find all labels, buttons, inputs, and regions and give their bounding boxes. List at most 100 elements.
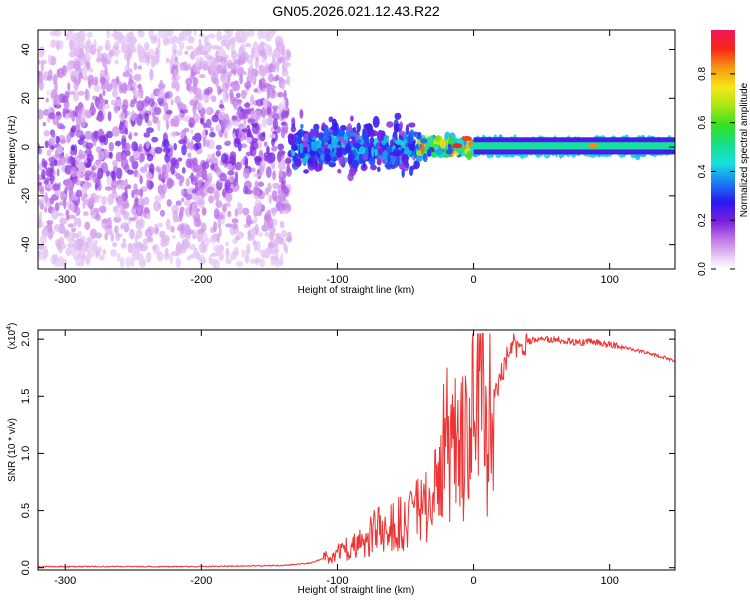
spectrogram-cell [267, 182, 272, 192]
spectrogram-cell [207, 172, 213, 177]
spectrogram-cell [241, 128, 249, 133]
spectrogram-cell [158, 222, 163, 228]
spectrogram-cell [284, 245, 289, 254]
spectrogram-cell [210, 252, 218, 257]
spectrogram-cell [244, 81, 252, 89]
spectrogram-cell [237, 56, 246, 65]
spectrogram-cell [68, 214, 76, 220]
spectrogram-cell [219, 35, 224, 41]
spectrogram-cell [112, 159, 119, 167]
figure-title: GN05.2026.021.12.43.R22 [272, 3, 440, 19]
spectrogram-cell [155, 167, 161, 173]
snr-background [38, 330, 675, 570]
spectrogram-cell [237, 231, 244, 240]
spectrogram-cell [54, 30, 59, 36]
spectrogram-cell [171, 75, 177, 82]
spectrogram-cell [362, 154, 369, 161]
spectrogram-cell [188, 117, 196, 128]
spectrogram-cell [203, 94, 210, 104]
spectrogram-cell [120, 112, 125, 118]
spectrogram-cell [222, 191, 226, 196]
spectrogram-cell [195, 190, 203, 196]
spectrogram-cell [268, 194, 273, 204]
spectrogram-cell [229, 38, 236, 48]
spectrogram-cell [244, 254, 250, 264]
spectrogram-cell [139, 175, 143, 185]
snr-y-label: SNR (10 * v/v) [7, 418, 18, 482]
spectrogram-cell [369, 128, 375, 138]
spectrogram-cell [270, 30, 277, 33]
spectrogram-cell [67, 82, 71, 92]
spectrogram-cell [227, 180, 231, 189]
spectrogram-cell [224, 140, 232, 145]
spectrogram-cell [80, 254, 85, 262]
spectrogram-cell [180, 189, 185, 196]
spectrogram-cell [54, 159, 58, 167]
spectrogram-cell [58, 246, 63, 254]
spectrogram-cell [148, 163, 155, 175]
spectrogram-cell [274, 232, 282, 238]
spectrogram-cell [134, 143, 139, 154]
spectrogram-cell [337, 168, 342, 174]
spectrogram-cell [408, 122, 416, 128]
spectrogram-cell [116, 252, 121, 262]
spectrogram-cell [217, 111, 226, 121]
spectrogram-cell [257, 30, 263, 40]
spectrogram-cell [439, 139, 447, 149]
spectrogram-cell [246, 220, 255, 225]
spectrogram-cell [225, 223, 233, 228]
spectrogram-cell [187, 229, 194, 235]
spectrogram-cell [75, 189, 83, 198]
spectrogram-cell [227, 32, 231, 39]
spectrogram-cell [251, 46, 255, 59]
spectrogram-cell [193, 132, 202, 143]
spectrogram-cell [38, 250, 43, 256]
spectrogram-cell [192, 157, 198, 166]
spectrogram-peak [461, 136, 472, 141]
spectrogram-cell [170, 163, 175, 175]
spectrogram-cell [70, 166, 78, 178]
spectrogram-cell [144, 41, 150, 52]
spectrogram-cell [102, 148, 110, 160]
spectrogram-cell [281, 69, 289, 77]
spectrogram-cell [205, 118, 212, 129]
spectrogram-cell [283, 89, 287, 100]
spectrogram-cell [121, 42, 129, 54]
spectrogram-cell [179, 222, 185, 235]
spectrogram-cell [284, 157, 292, 165]
spectrogram-cell [167, 179, 175, 188]
spectrogram-cell [328, 116, 334, 123]
x-tick-label: -300 [54, 274, 76, 286]
spectrogram-cell [124, 186, 128, 198]
spectrogram-cell [226, 188, 233, 194]
spectrogram-cell [255, 212, 263, 217]
spectrogram-cell [191, 135, 197, 141]
spectrogram-cell [225, 241, 229, 247]
spectrogram-cell [201, 231, 208, 242]
spectrogram-cell [39, 235, 47, 245]
spectrogram-cell [369, 136, 375, 145]
spectrogram-cell [59, 124, 66, 130]
spectrogram-cell [179, 113, 185, 119]
spectrogram-cell [66, 61, 71, 72]
spectrogram-cell [202, 60, 208, 69]
spectrogram-cell [159, 79, 164, 91]
spectrogram-cell [199, 254, 205, 266]
spectrogram-cell [356, 122, 361, 133]
spectrogram-cell [176, 49, 183, 57]
spectrogram-cell [84, 109, 92, 117]
spectrogram-cell [179, 103, 186, 111]
spectrogram-cell [237, 99, 242, 106]
spectrogram-cell [283, 209, 290, 215]
spectrogram-cell [247, 30, 255, 37]
spectrogram-cell [253, 243, 258, 251]
spectrogram-cell [247, 70, 251, 82]
spectrogram-cell [105, 170, 111, 177]
spectrogram-cell [99, 76, 106, 85]
spectrogram-cell [299, 142, 304, 154]
spectrogram-cell [187, 36, 195, 44]
spectrogram-cell [350, 115, 354, 122]
spectrogram-cell [399, 121, 404, 130]
spectrogram-band-core [473, 142, 675, 150]
spectrogram-cell [201, 182, 206, 186]
